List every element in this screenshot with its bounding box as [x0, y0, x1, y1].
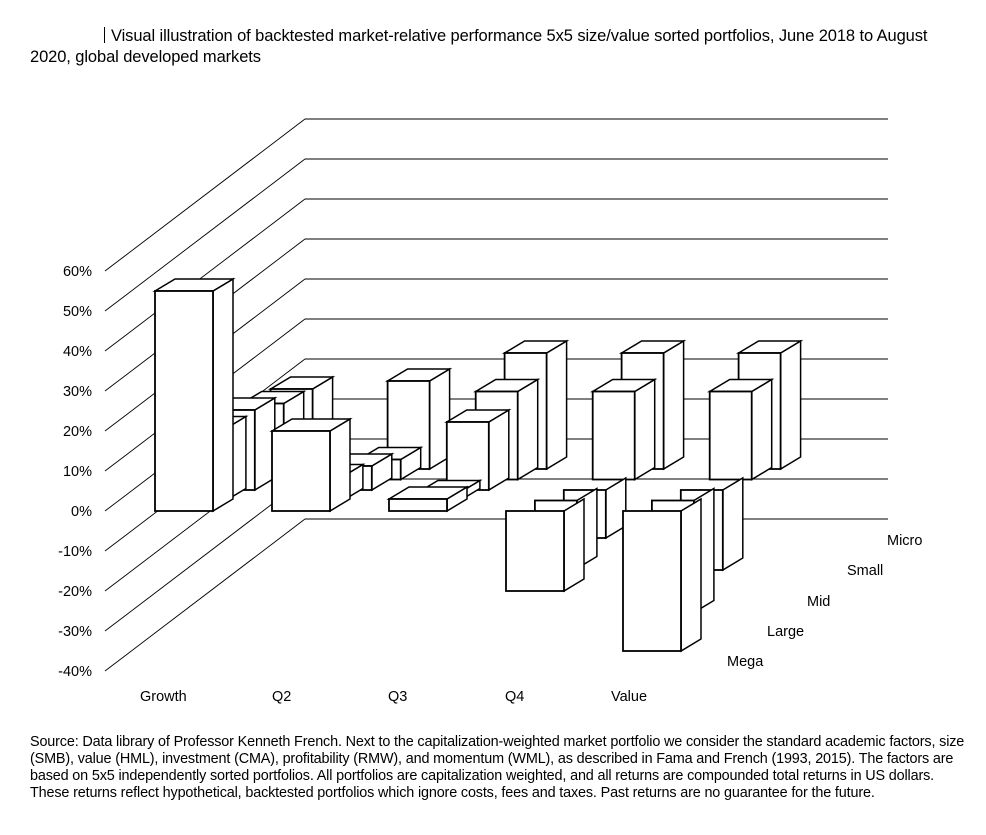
depth-label: Mid	[807, 594, 830, 610]
bar-front	[591, 390, 636, 481]
bar-side	[722, 476, 744, 572]
y-tick-label: 20%	[63, 424, 92, 440]
chart-title-text: Visual illustration of backtested market…	[30, 27, 928, 66]
bar-side	[563, 497, 585, 593]
bar-chart-3d: 60% 50% 40% 30% 20% 10% 0% -10% -20% -30% -40% Grow…	[58, 118, 922, 705]
y-tick-label: -40%	[58, 664, 92, 680]
gridline-diagonal	[104, 118, 306, 272]
bar	[386, 485, 470, 513]
y-tick-label: -30%	[58, 624, 92, 640]
x-category-label: Q2	[272, 689, 291, 705]
title-divider	[104, 27, 105, 43]
gridline-diagonal	[104, 198, 306, 352]
bar-side	[680, 497, 702, 653]
bar-side	[329, 417, 351, 513]
bars	[152, 277, 804, 653]
bar-front	[271, 430, 331, 512]
gridline-diagonal	[104, 518, 306, 672]
depth-label: Large	[767, 624, 804, 640]
bar	[269, 417, 353, 513]
x-category-label: Growth	[140, 689, 187, 705]
x-category-label: Q3	[388, 689, 407, 705]
y-tick-label: -20%	[58, 584, 92, 600]
bar	[706, 378, 775, 481]
bar-side	[750, 378, 773, 481]
y-tick-label: -10%	[58, 544, 92, 560]
bar-side	[488, 408, 510, 492]
bar-front	[622, 510, 682, 652]
y-tick-label: 30%	[63, 384, 92, 400]
x-category-label: Q4	[505, 689, 524, 705]
bar	[505, 497, 585, 593]
bar	[152, 277, 236, 513]
chart-title: Visual illustration of backtested market…	[30, 26, 960, 68]
bar	[589, 378, 658, 481]
bar-front	[388, 498, 448, 512]
source-note: Source: Data library of Professor Kennet…	[30, 734, 965, 801]
depth-label: Small	[847, 563, 883, 579]
bar-side	[779, 339, 802, 471]
bar-front	[505, 510, 565, 592]
y-axis-ticks: 60% 50% 40% 30% 20% 10% 0% -10% -20% -30% -40%	[58, 264, 92, 680]
bar-side	[545, 339, 568, 471]
depth-label: Mega	[727, 654, 764, 670]
bar-side	[516, 378, 539, 481]
y-tick-label: 60%	[63, 264, 92, 280]
y-tick-label: 10%	[63, 464, 92, 480]
bar	[444, 408, 512, 492]
bar	[622, 497, 702, 653]
bar-side	[633, 378, 656, 481]
y-tick-label: 0%	[71, 504, 92, 520]
bar-side	[212, 277, 234, 513]
y-tick-label: 50%	[63, 304, 92, 320]
bar-front	[154, 290, 214, 512]
x-axis-labels: Growth Q2 Q3 Q4 Value	[140, 689, 647, 705]
bar-front	[708, 390, 753, 481]
gridline-diagonal	[104, 158, 306, 312]
bar-side	[662, 339, 685, 471]
x-category-label: Value	[611, 689, 647, 705]
y-tick-label: 40%	[63, 344, 92, 360]
depth-label: Micro	[887, 533, 922, 549]
